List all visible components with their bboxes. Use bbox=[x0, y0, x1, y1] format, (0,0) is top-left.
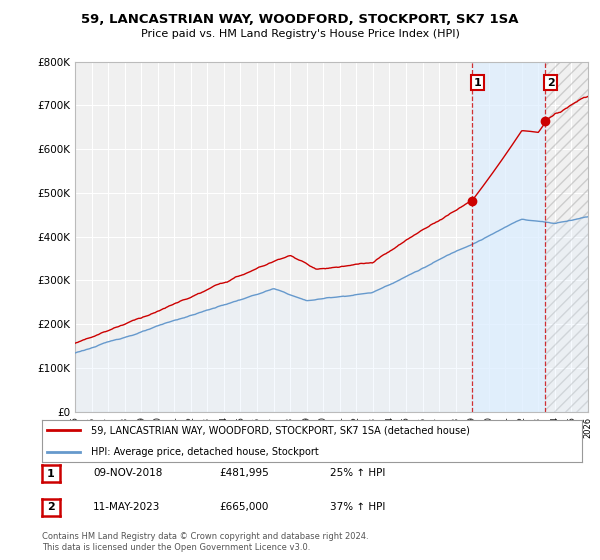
Text: Contains HM Land Registry data © Crown copyright and database right 2024.
This d: Contains HM Land Registry data © Crown c… bbox=[42, 531, 368, 553]
Text: 37% ↑ HPI: 37% ↑ HPI bbox=[330, 502, 385, 512]
Text: 59, LANCASTRIAN WAY, WOODFORD, STOCKPORT, SK7 1SA: 59, LANCASTRIAN WAY, WOODFORD, STOCKPORT… bbox=[81, 13, 519, 26]
Text: £665,000: £665,000 bbox=[219, 502, 268, 512]
Text: 25% ↑ HPI: 25% ↑ HPI bbox=[330, 468, 385, 478]
Text: 2: 2 bbox=[47, 502, 55, 512]
Text: 11-MAY-2023: 11-MAY-2023 bbox=[93, 502, 160, 512]
Text: £481,995: £481,995 bbox=[219, 468, 269, 478]
Text: 1: 1 bbox=[47, 469, 55, 479]
Bar bbox=[545, 62, 588, 412]
Text: Price paid vs. HM Land Registry's House Price Index (HPI): Price paid vs. HM Land Registry's House … bbox=[140, 29, 460, 39]
Text: HPI: Average price, detached house, Stockport: HPI: Average price, detached house, Stoc… bbox=[91, 447, 319, 457]
Text: 59, LANCASTRIAN WAY, WOODFORD, STOCKPORT, SK7 1SA (detached house): 59, LANCASTRIAN WAY, WOODFORD, STOCKPORT… bbox=[91, 425, 469, 435]
Text: 1: 1 bbox=[474, 78, 482, 87]
Text: 2: 2 bbox=[547, 78, 554, 87]
Bar bbox=[545, 62, 588, 412]
Bar bbox=[472, 62, 545, 412]
Text: 09-NOV-2018: 09-NOV-2018 bbox=[93, 468, 163, 478]
